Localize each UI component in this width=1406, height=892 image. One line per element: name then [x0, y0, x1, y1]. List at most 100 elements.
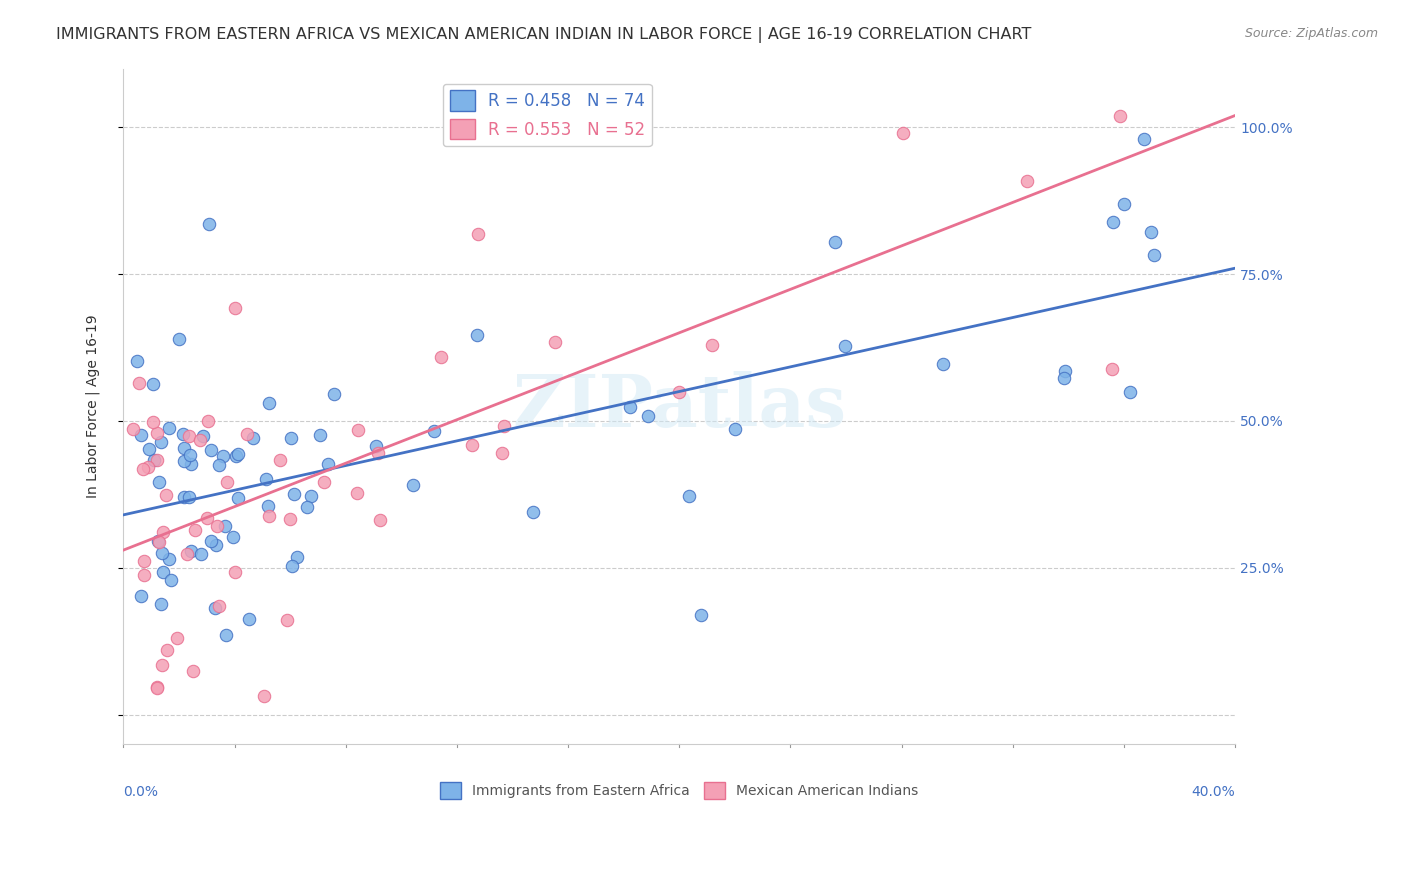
Point — [155, 487, 177, 501]
Point — [278, 512, 301, 526]
Point — [225, 449, 247, 463]
Point — [155, 642, 177, 657]
Point — [402, 477, 425, 491]
Point — [723, 422, 745, 436]
Point — [160, 574, 183, 588]
Point — [150, 657, 173, 672]
Point — [668, 385, 690, 400]
Point — [166, 632, 188, 646]
Point — [181, 664, 204, 678]
Point — [368, 513, 391, 527]
Point — [236, 427, 259, 442]
Text: ZIPatlas: ZIPatlas — [512, 371, 846, 442]
Point — [347, 423, 370, 437]
Point — [254, 472, 277, 486]
Point — [132, 554, 155, 568]
Point — [285, 549, 308, 564]
Point — [142, 452, 165, 467]
Point — [297, 500, 319, 515]
Point — [257, 508, 280, 523]
Point — [543, 335, 565, 350]
Point — [299, 489, 322, 503]
Point — [314, 475, 336, 490]
Point — [215, 628, 238, 642]
Point — [204, 601, 226, 615]
Point — [205, 519, 228, 533]
Point — [834, 338, 856, 352]
Point — [366, 439, 388, 453]
Point — [200, 534, 222, 549]
Point — [148, 534, 170, 549]
Point — [157, 421, 180, 435]
Point — [149, 434, 172, 449]
Point — [283, 486, 305, 500]
Point — [142, 376, 165, 391]
Point — [146, 452, 169, 467]
Point — [146, 534, 169, 549]
Point — [197, 414, 219, 428]
Point — [195, 511, 218, 525]
Point — [1054, 364, 1077, 378]
Point — [191, 429, 214, 443]
Text: IMMIGRANTS FROM EASTERN AFRICA VS MEXICAN AMERICAN INDIAN IN LABOR FORCE | AGE 1: IMMIGRANTS FROM EASTERN AFRICA VS MEXICA… — [56, 27, 1032, 43]
Point — [637, 409, 659, 424]
Legend: Immigrants from Eastern Africa, Mexican American Indians: Immigrants from Eastern Africa, Mexican … — [434, 776, 924, 805]
Point — [129, 589, 152, 603]
Point — [222, 530, 245, 544]
Point — [224, 301, 246, 315]
Point — [173, 491, 195, 505]
Point — [205, 538, 228, 552]
Point — [1140, 225, 1163, 239]
Point — [150, 546, 173, 560]
Point — [176, 547, 198, 561]
Point — [257, 395, 280, 409]
Point — [188, 433, 211, 447]
Point — [134, 568, 156, 582]
Point — [280, 559, 302, 574]
Point — [690, 608, 713, 623]
Point — [1142, 248, 1164, 262]
Point — [824, 235, 846, 249]
Point — [122, 421, 145, 435]
Point — [127, 353, 149, 368]
Point — [678, 489, 700, 503]
Point — [226, 447, 249, 461]
Point — [430, 350, 453, 364]
Point — [891, 126, 914, 140]
Point — [1108, 108, 1130, 122]
Point — [522, 505, 544, 519]
Point — [208, 458, 231, 472]
Point — [146, 680, 169, 694]
Point — [152, 524, 174, 539]
Point — [465, 327, 488, 342]
Point — [700, 338, 723, 352]
Point — [190, 547, 212, 561]
Point — [1112, 196, 1135, 211]
Point — [224, 565, 246, 579]
Point — [180, 457, 202, 471]
Point — [309, 428, 332, 442]
Point — [149, 597, 172, 611]
Point — [136, 459, 159, 474]
Point — [146, 426, 169, 441]
Point — [138, 442, 160, 457]
Point — [226, 491, 249, 505]
Point — [167, 332, 190, 346]
Point — [1053, 371, 1076, 385]
Point — [1132, 132, 1154, 146]
Point — [323, 387, 346, 401]
Point — [146, 681, 169, 696]
Point — [173, 441, 195, 455]
Point — [198, 217, 221, 231]
Point — [148, 475, 170, 489]
Point — [257, 500, 280, 514]
Point — [177, 429, 200, 443]
Point — [276, 613, 298, 627]
Point — [253, 689, 276, 703]
Point — [152, 565, 174, 579]
Point — [1101, 362, 1123, 376]
Point — [180, 544, 202, 558]
Point — [214, 518, 236, 533]
Point — [423, 424, 446, 438]
Point — [238, 611, 260, 625]
